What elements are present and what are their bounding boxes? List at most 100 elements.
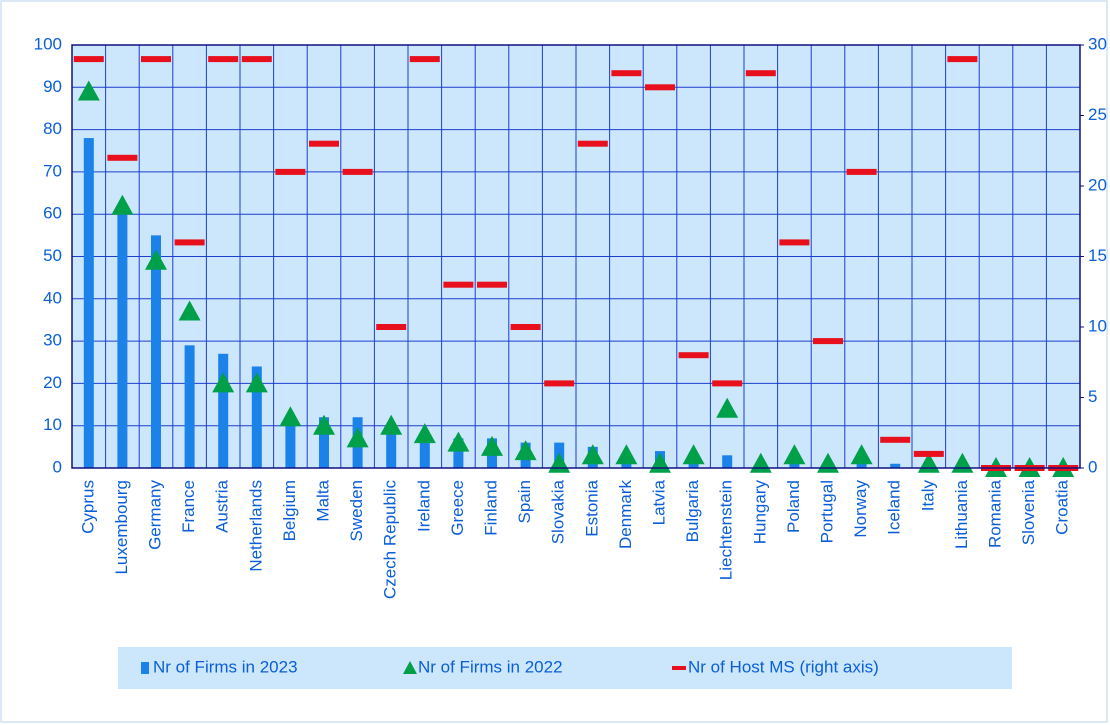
dash-marker [443, 281, 474, 288]
triangle-marker [245, 372, 268, 393]
triangle-marker [178, 300, 201, 321]
x-tick-label: Malta [313, 479, 332, 521]
x-tick-label: Bulgaria [683, 479, 702, 542]
x-tick-label: Slovenia [1019, 479, 1038, 545]
bar [688, 463, 699, 468]
x-tick-label: Austria [213, 479, 232, 532]
dash-marker [913, 450, 944, 457]
triangle-marker [380, 414, 403, 435]
triangle-marker [850, 444, 873, 465]
x-tick-label: Liechtenstein [717, 480, 736, 580]
bar [722, 455, 733, 468]
bar [184, 345, 195, 468]
legend-label: Nr of Firms in 2022 [418, 657, 563, 676]
y-tick-label: 30 [43, 331, 62, 350]
x-tick-label: Hungary [750, 480, 769, 545]
plot-border [71, 44, 1081, 469]
dash-marker [174, 239, 205, 246]
y-tick-label: 40 [43, 288, 62, 307]
legend-swatch [672, 666, 686, 670]
dash-marker [745, 70, 776, 77]
y-tick-label: 10 [43, 415, 62, 434]
y2-tick-label: 30 [1088, 34, 1107, 53]
bar [419, 438, 430, 468]
bar [789, 463, 800, 468]
legend-swatch [141, 662, 149, 674]
dash-marker [880, 436, 911, 443]
dash-marker [577, 140, 608, 147]
x-tick-label: Portugal [817, 480, 836, 543]
y-tick-label: 100 [34, 34, 62, 53]
legend-label: Nr of Host MS (right axis) [688, 657, 879, 676]
dash-marker [947, 56, 978, 63]
triangle-marker [77, 80, 100, 101]
bar [386, 425, 397, 468]
bar [117, 214, 128, 468]
dash-marker [611, 70, 642, 77]
y-tick-label: 80 [43, 119, 62, 138]
triangle-marker [346, 427, 369, 448]
y-tick-label: 70 [43, 161, 62, 180]
dash-marker [409, 56, 440, 63]
x-tick-label: Romania [985, 479, 1004, 548]
dash-marker [645, 84, 675, 91]
y-tick-label: 0 [53, 457, 62, 476]
bar [251, 366, 262, 468]
bar [890, 463, 901, 468]
dash-marker [678, 352, 709, 359]
x-tick-label: Sweden [347, 480, 366, 541]
bar [285, 417, 296, 468]
triangle-marker [783, 444, 806, 465]
y-tick-label: 20 [43, 373, 62, 392]
triangle-marker [413, 423, 436, 444]
triangle-marker [447, 431, 470, 452]
x-tick-label: Slovakia [549, 479, 568, 544]
x-tick-label: Norway [851, 480, 870, 538]
y2-tick-label: 15 [1088, 246, 1107, 265]
x-tick-label: Netherlands [246, 480, 265, 572]
x-tick-label: Iceland [885, 480, 904, 535]
bar [453, 438, 464, 468]
dash-marker [141, 56, 171, 63]
x-tick-label: Croatia [1053, 479, 1072, 534]
x-tick-label: Italy [918, 480, 937, 512]
triangle-marker [279, 406, 302, 427]
dash-marker [477, 281, 507, 288]
bar [83, 138, 94, 468]
x-tick-label: Luxembourg [112, 480, 131, 575]
y-tick-label: 60 [43, 204, 62, 223]
x-tick-label: Ireland [414, 480, 433, 532]
x-tick-label: Denmark [616, 480, 635, 549]
triangle-marker [481, 435, 503, 456]
bar [319, 417, 329, 468]
y-tick-label: 50 [43, 246, 62, 265]
dash-marker [208, 56, 239, 63]
x-tick-label: Finland [481, 480, 500, 536]
x-tick-label: Lithuania [952, 479, 971, 549]
y2-tick-label: 0 [1088, 457, 1097, 476]
x-tick-label: France [179, 480, 198, 533]
legend-swatch [403, 661, 417, 674]
bar [856, 463, 867, 468]
dash-marker [779, 239, 810, 246]
bar [218, 353, 229, 468]
y-tick-label: 90 [43, 77, 62, 96]
dash-marker [813, 338, 843, 345]
triangle-marker [716, 397, 739, 418]
dash-marker [241, 56, 272, 63]
x-tick-label: Cyprus [78, 480, 97, 534]
dash-marker [309, 140, 339, 147]
triangle-marker [682, 444, 705, 465]
dash-marker [544, 380, 575, 387]
triangle-marker [212, 372, 235, 393]
legend-label: Nr of Firms in 2023 [153, 657, 298, 676]
x-tick-label: Latvia [649, 479, 668, 525]
dash-marker [73, 56, 104, 63]
x-tick-label: Poland [784, 480, 803, 533]
dash-marker [275, 168, 306, 175]
x-tick-label: Belgium [280, 480, 299, 541]
dash-marker [376, 324, 407, 330]
x-tick-label: Estonia [582, 479, 601, 536]
triangle-marker [514, 440, 537, 461]
